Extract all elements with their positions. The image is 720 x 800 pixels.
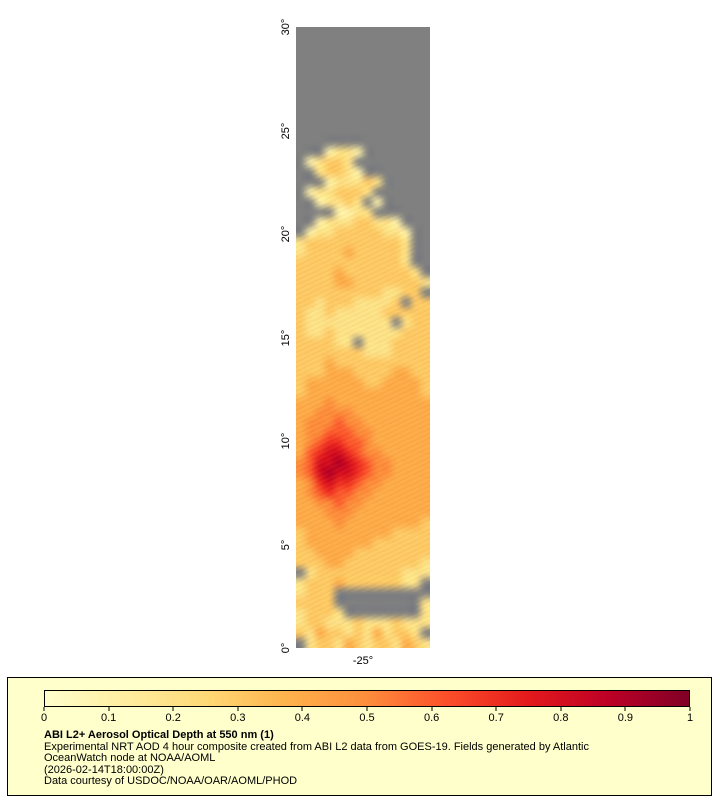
colorbar-tick-label: 0.9 <box>617 712 634 724</box>
caption-line-timestamp: (2026-02-14T18:00:00Z) <box>44 763 164 776</box>
colorbar-tick <box>366 707 368 711</box>
colorbar-tick <box>689 707 691 711</box>
y-tick-label: 30° <box>280 18 292 36</box>
colorbar-tick-label: 0.4 <box>294 712 311 724</box>
caption-line-subtitle-2: OceanWatch node at NOAA/AOML <box>44 752 216 764</box>
colorbar-tick <box>172 707 174 711</box>
colorbar-tick-label: 0.2 <box>165 712 181 724</box>
y-tick-label: 10° <box>280 432 292 450</box>
colorbar-ticks <box>43 707 691 712</box>
figure-caption: ABI L2+ Aerosol Optical Depth at 550 nm … <box>44 729 589 788</box>
aod-heatmap <box>296 27 430 648</box>
colorbar-tick <box>624 707 626 711</box>
y-tick-label: 25° <box>280 122 292 139</box>
colorbar-tick <box>431 707 433 711</box>
colorbar-tick <box>560 707 562 711</box>
y-tick-label: 20° <box>280 225 292 243</box>
colorbar-tick-label: 0.3 <box>230 712 246 724</box>
colorbar-tick <box>108 707 110 711</box>
colorbar-gradient <box>44 690 690 707</box>
colorbar-tick-label: 0.1 <box>100 712 117 724</box>
y-tick-label: 5° <box>280 539 292 550</box>
colorbar-tick <box>301 707 303 711</box>
colorbar-tick-label: 1 <box>686 712 694 724</box>
colorbar-tick <box>237 707 239 711</box>
colorbar-tick-label: 0.8 <box>553 712 569 724</box>
caption-line-subtitle-1: Experimental NRT AOD 4 hour composite cr… <box>44 740 589 753</box>
colorbar-panel: 0 0.1 0.2 0.3 0.4 0.5 0.6 0.7 0.8 0.9 1 ABI L2+ Ae… <box>7 677 712 796</box>
colorbar-tick-labels: 0 0.1 0.2 0.3 0.4 0.5 0.6 0.7 0.8 0.9 1 <box>40 712 694 724</box>
colorbar-tick <box>495 707 497 711</box>
y-tick-label: 15° <box>280 329 292 346</box>
colorbar-tick-label: 0.6 <box>423 712 440 724</box>
colorbar-tick-label: 0.7 <box>488 712 504 724</box>
colorbar-tick-label: 0 <box>40 712 48 724</box>
caption-line-credit: Data courtesy of USDOC/NOAA/OAR/AOML/PHO… <box>44 775 298 787</box>
y-tick-label: 0° <box>280 642 292 654</box>
caption-title: ABI L2+ Aerosol Optical Depth at 550 nm … <box>44 729 274 741</box>
colorbar-tick-label: 0.5 <box>359 712 375 724</box>
x-tick-label: -25° <box>352 655 374 667</box>
colorbar-tick <box>43 707 45 711</box>
